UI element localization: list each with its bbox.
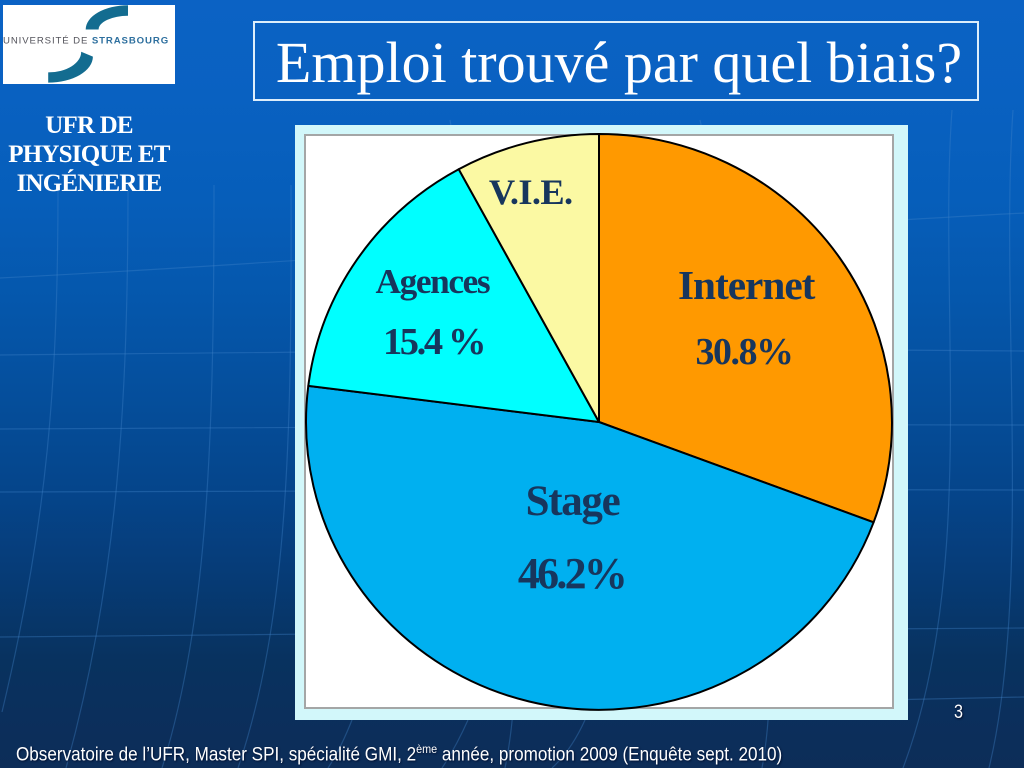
svg-text:UNIVERSITÉ DE STRASBOURG: UNIVERSITÉ DE STRASBOURG xyxy=(3,36,169,47)
